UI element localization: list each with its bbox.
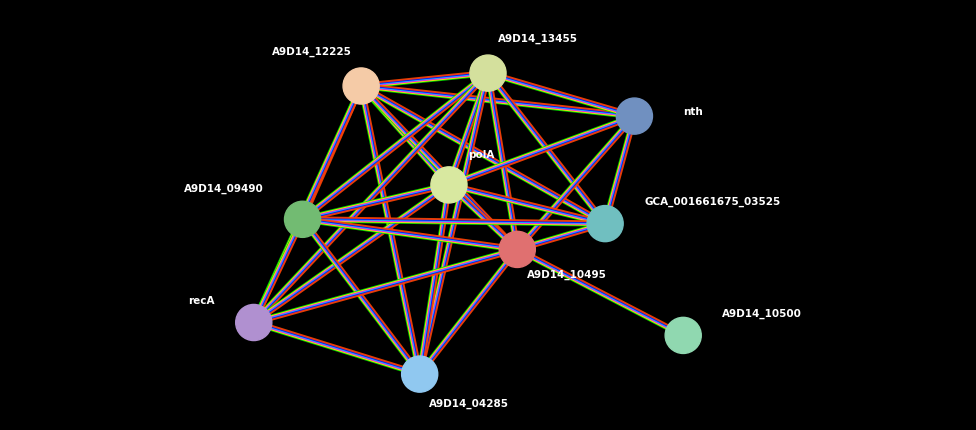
Ellipse shape <box>469 55 507 91</box>
Text: A9D14_04285: A9D14_04285 <box>429 399 509 409</box>
Text: recA: recA <box>188 296 215 306</box>
Text: polA: polA <box>468 150 495 160</box>
Ellipse shape <box>665 317 702 353</box>
Text: A9D14_12225: A9D14_12225 <box>271 46 351 57</box>
Text: A9D14_10500: A9D14_10500 <box>722 309 802 319</box>
Text: A9D14_13455: A9D14_13455 <box>498 34 578 44</box>
Ellipse shape <box>616 98 653 134</box>
Text: A9D14_09490: A9D14_09490 <box>183 184 264 194</box>
Text: nth: nth <box>683 107 703 117</box>
Text: A9D14_10495: A9D14_10495 <box>527 270 607 280</box>
Ellipse shape <box>587 206 624 242</box>
Ellipse shape <box>235 304 272 341</box>
Ellipse shape <box>401 356 438 392</box>
Ellipse shape <box>343 68 380 104</box>
Ellipse shape <box>284 201 321 237</box>
Ellipse shape <box>499 231 536 267</box>
Ellipse shape <box>430 167 468 203</box>
Text: GCA_001661675_03525: GCA_001661675_03525 <box>644 197 781 207</box>
